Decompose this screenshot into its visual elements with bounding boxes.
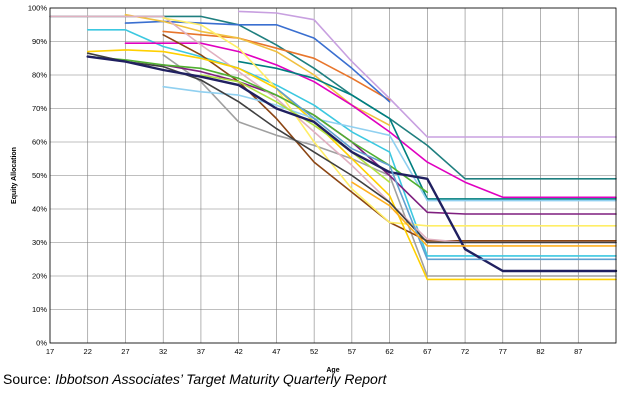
x-tick-label: 27 <box>121 347 129 356</box>
x-tick-label: 67 <box>423 347 431 356</box>
y-tick-label: 20% <box>32 272 47 281</box>
x-tick-label: 62 <box>385 347 393 356</box>
y-tick-label: 90% <box>32 37 47 46</box>
x-tick-labels: 17 22 27 32 37 42 47 52 57 62 67 72 77 82 87 <box>46 347 583 356</box>
x-tick-label: 82 <box>536 347 544 356</box>
x-tick-label: 87 <box>574 347 582 356</box>
plot-frame <box>49 7 617 344</box>
y-tick-label: 100% <box>28 4 48 13</box>
series-line-15 <box>162 85 617 202</box>
source-prefix: Source: <box>3 371 56 387</box>
y-tick-label: 50% <box>32 171 47 180</box>
series-line-20 <box>275 87 617 261</box>
series-line-3 <box>162 30 391 101</box>
x-tick-label: 52 <box>310 347 318 356</box>
source-name: Ibbotson Associates’ Target Maturity Qua… <box>55 371 387 387</box>
x-tick-label: 22 <box>84 347 92 356</box>
series-line-5 <box>124 13 391 127</box>
y-tick-label: 30% <box>32 238 47 247</box>
x-tick-label: 72 <box>461 347 469 356</box>
y-tick-label: 80% <box>32 71 47 80</box>
y-tick-label: 40% <box>32 205 47 214</box>
source-note: Source: Ibbotson Associates’ Target Matu… <box>3 371 386 387</box>
series-line-14 <box>86 49 617 281</box>
x-tick-label: 77 <box>499 347 507 356</box>
series-line-21 <box>351 181 617 247</box>
series-line-1 <box>237 10 617 138</box>
series-line-16 <box>86 55 429 194</box>
series-line-18 <box>86 52 617 244</box>
y-tick-label: 60% <box>32 138 47 147</box>
x-tick-label: 37 <box>197 347 205 356</box>
y-axis-title: Equity Allocation <box>11 147 18 204</box>
x-tick-label: 47 <box>272 347 280 356</box>
x-axis-title: Age <box>326 367 339 374</box>
series-line-7 <box>86 28 617 257</box>
x-tick-label: 57 <box>348 347 356 356</box>
y-tick-label: 10% <box>32 305 47 314</box>
y-tick-label: 70% <box>32 104 47 113</box>
x-tick-label: 32 <box>159 347 167 356</box>
series-line-13 <box>162 17 617 227</box>
series-lines <box>49 10 618 281</box>
series-line-19 <box>86 55 618 273</box>
series-line-17 <box>200 74 391 183</box>
x-tick-label: 17 <box>46 347 54 356</box>
series-line-8 <box>124 42 617 199</box>
series-line-9 <box>237 60 617 200</box>
y-tick-label: 0% <box>36 339 47 348</box>
y-tick-labels: 0% 10% 20% 30% 40% 50% 60% 70% 80% 90% 100% <box>28 4 48 348</box>
x-tick-label: 42 <box>234 347 242 356</box>
